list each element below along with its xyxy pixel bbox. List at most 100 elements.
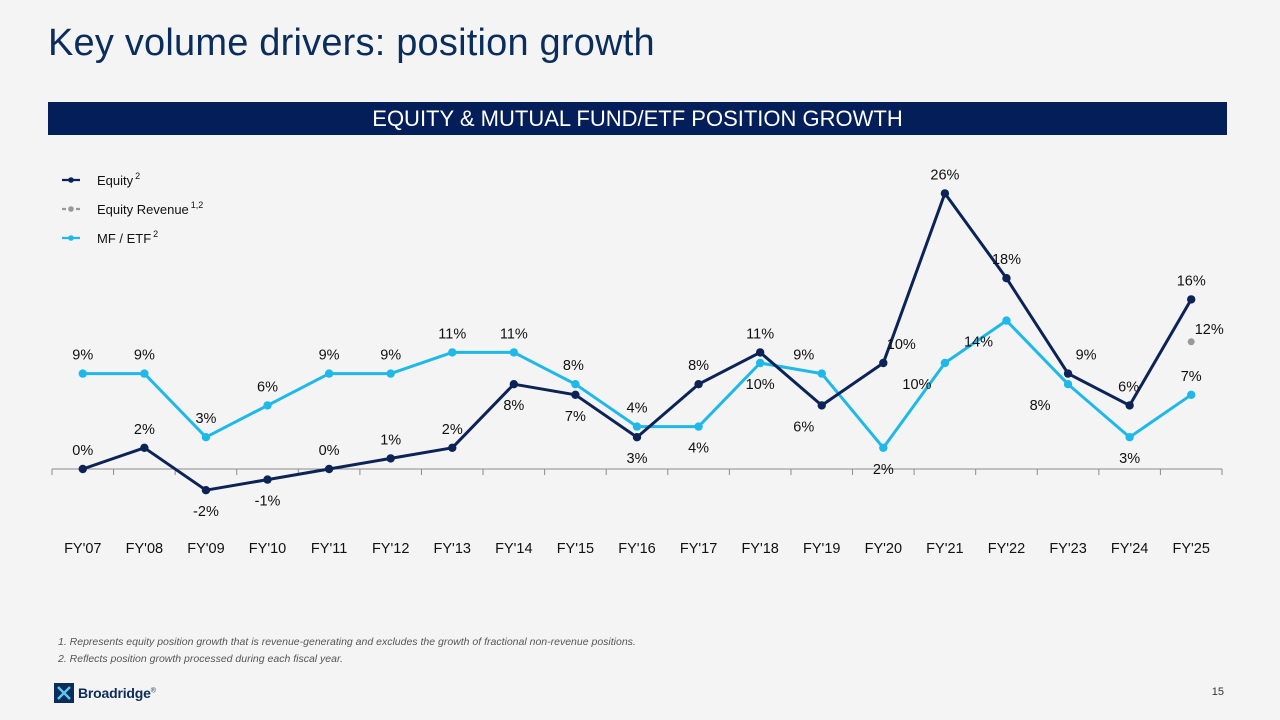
equity-point [509,380,519,389]
legend-swatch-point [68,206,74,212]
x-tick-label: FY'14 [495,541,532,557]
equity-data-label: 10% [887,337,916,353]
equity-data-label: 7% [565,409,586,425]
equity-data-label: 6% [1118,379,1139,395]
equity-data-label: 11% [746,326,774,342]
equity-point [1125,401,1134,410]
equity-revenue-point [1187,338,1195,346]
equity-point [1002,274,1011,283]
x-tick-label: FY'17 [680,541,717,557]
mf-etf-data-label: 2% [873,462,894,478]
equity-point [201,486,211,495]
broadridge-logo-icon [54,683,74,703]
equity-point [263,475,272,484]
equity-point [78,464,87,474]
legend-swatch-point [68,235,74,241]
mf-etf-data-label: 7% [1181,369,1202,385]
x-tick-label: FY'13 [434,541,471,557]
broadridge-logo: Broadridge® [54,682,156,704]
footnote-1: 1. Represents equity position growth tha… [58,636,636,648]
equity-point [755,348,765,357]
equity-data-label: 0% [319,443,340,459]
equity-data-label: 3% [627,451,648,467]
x-tick-label: FY'22 [988,541,1025,557]
mf-etf-data-label: 6% [257,379,278,395]
x-tick-label: FY'25 [1172,541,1209,557]
mf-etf-data-label: 3% [1119,451,1140,467]
legend-label: Equity Revenue 1,2 [97,200,203,217]
x-tick-label: FY'09 [187,541,224,557]
legend-label: Equity 2 [97,171,140,188]
equity-point [324,464,334,474]
equity-data-label: -1% [255,494,281,510]
x-tick-label: FY'16 [618,541,655,557]
equity-data-label: 2% [134,422,155,438]
equity-point [817,401,826,410]
mf-etf-point [940,358,950,368]
mf-etf-point [448,348,457,357]
mf-etf-data-label: 8% [563,358,584,374]
legend-superscript: 1,2 [191,200,204,210]
equity-data-label: 16% [1177,273,1206,289]
equity-point [940,189,950,198]
equity-data-label: 2% [442,422,463,438]
x-tick-label: FY'19 [803,541,840,557]
x-tick-label: FY'10 [249,541,286,557]
x-tick-label: FY'08 [126,541,163,557]
x-tick-label: FY'20 [865,541,902,557]
mf-etf-data-label: 11% [438,326,466,342]
chart-banner: EQUITY & MUTUAL FUND/ETF POSITION GROWTH [48,102,1227,135]
mf-etf-point [1002,316,1011,325]
mf-etf-point [1187,390,1196,399]
footnote-2: 2. Reflects position growth processed du… [58,653,344,665]
x-tick-label: FY'18 [741,541,778,557]
equity-point [879,358,888,368]
mf-etf-point [263,401,272,410]
equity-point [694,380,703,389]
mf-etf-point [755,358,765,368]
equity-point [632,433,642,442]
mf-etf-point [78,369,87,378]
x-tick-label: FY'23 [1049,541,1086,557]
equity-point [386,454,395,463]
equity-point [448,443,457,452]
x-tick-label: FY'07 [64,541,101,557]
page-title: Key volume drivers: position growth [48,22,655,64]
legend-swatch-point [68,177,74,183]
equity-data-label: 8% [688,358,709,374]
mf-etf-data-label: 10% [902,377,931,393]
equity-data-label: 0% [72,443,93,459]
legend-superscript: 2 [153,229,158,239]
equity-revenue-data-label: 12% [1195,322,1224,338]
mf-etf-point [140,369,149,378]
equity-point [1187,295,1196,304]
equity-data-label: 8% [503,398,524,414]
mf-etf-data-label: 9% [380,348,401,364]
footnotes: 1. Represents equity position growth tha… [58,634,636,668]
mf-etf-point [694,422,703,431]
mf-etf-point [201,433,211,442]
x-tick-label: FY'21 [926,541,963,557]
mf-etf-point [817,369,826,378]
mf-etf-point [1125,433,1134,442]
x-tick-label: FY'12 [372,541,409,557]
x-tick-label: FY'11 [311,541,347,557]
mf-etf-data-label: 3% [195,411,216,427]
mf-etf-point [1063,380,1073,389]
mf-etf-point [571,380,580,389]
mf-etf-data-label: 9% [793,348,814,364]
equity-point [1063,369,1073,378]
legend-label: MF / ETF 2 [97,229,158,246]
legend-superscript: 2 [135,171,140,181]
page-number: 15 [1211,686,1224,698]
equity-data-label: -2% [193,504,219,520]
mf-etf-data-label: 9% [319,348,340,364]
mf-etf-data-label: 9% [134,348,155,364]
mf-etf-data-label: 10% [746,377,775,393]
equity-data-label: 9% [1076,348,1097,364]
mf-etf-data-label: 4% [688,441,709,457]
equity-point [140,443,149,452]
mf-etf-point [386,369,395,378]
mf-etf-point [324,369,334,378]
mf-etf-point [879,443,888,452]
